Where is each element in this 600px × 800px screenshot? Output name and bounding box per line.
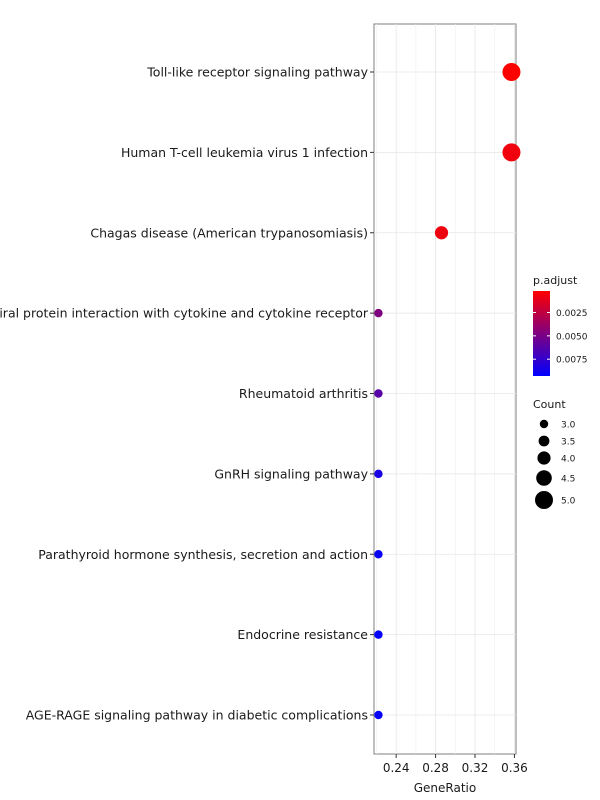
size-legend-dot [535,491,553,509]
data-point [374,469,383,479]
size-legend-label: 4.0 [561,455,576,465]
x-tick-label: 0.32 [462,761,489,775]
y-tick-label: Human T-cell leukemia virus 1 infection [121,145,368,160]
data-points [374,63,521,720]
size-legend-label: 3.5 [561,438,575,448]
x-tick-label: 0.24 [383,761,410,775]
x-tick-label: 0.36 [501,761,528,775]
color-legend-title: p.adjust [533,274,578,287]
data-point [374,630,383,639]
color-legend-label: 0.0025 [556,309,588,319]
y-tick-label: Parathyroid hormone synthesis, secretion… [38,547,368,562]
data-point [374,308,383,318]
x-axis: GeneRatio 0.24 0.28 0.32 0.36 [383,754,528,795]
y-tick-label: AGE-RAGE signaling pathway in diabetic c… [26,708,368,723]
y-tick-label: Rheumatoid arthritis [239,386,368,401]
data-point [374,389,383,398]
size-legend-dot [539,419,549,429]
plot-panel-border [373,23,517,755]
data-point [374,710,383,720]
color-legend-label: 0.0075 [556,356,588,366]
size-legend-label: 3.0 [561,421,576,431]
color-legend-label: 0.0050 [556,332,588,342]
y-tick-label: Toll-like receptor signaling pathway [146,65,368,80]
data-point [502,143,521,162]
y-axis: Toll-like receptor signaling pathway Huma… [0,65,374,723]
size-legend-title: Count [533,398,566,411]
size-legend-dot [538,435,550,447]
color-legend-bar [533,291,550,376]
data-point [502,63,521,81]
y-tick-label: Viral protein interaction with cytokine … [0,306,369,321]
y-tick-label: GnRH signaling pathway [214,466,368,481]
size-legend-dot [537,451,551,465]
y-tick-label: Chagas disease (American trypanosomiasis… [90,225,368,240]
x-axis-title: GeneRatio [414,781,476,795]
size-legend-label: 4.5 [561,475,575,485]
data-point [434,226,449,240]
y-tick-label: Endocrine resistance [237,627,368,642]
grid-lines [374,24,516,754]
size-legend-label: 5.0 [561,497,576,507]
plot-panel [373,23,517,755]
x-tick-label: 0.28 [422,761,449,775]
color-legend: p.adjust 0.0025 0.0050 0.0075 [533,274,588,376]
data-point [374,550,383,559]
size-legend: Count 3.0 3.5 4.0 4.5 5.0 [533,398,576,509]
size-legend-dot [536,470,552,486]
